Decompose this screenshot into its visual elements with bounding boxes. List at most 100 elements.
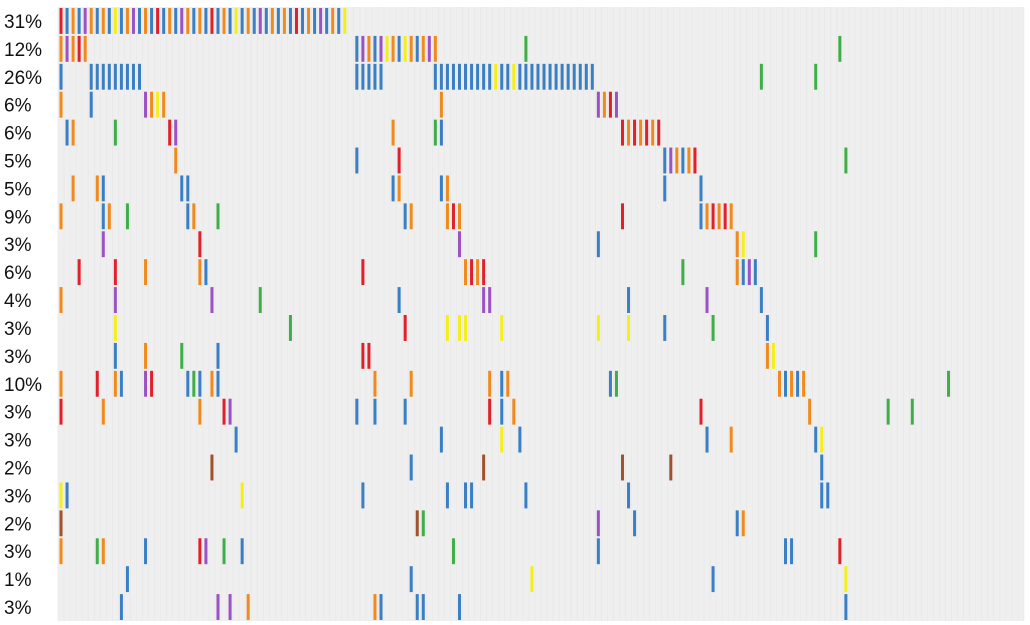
heatmap-cell [627,482,631,509]
heatmap-cell [512,63,516,90]
heatmap-cell [258,8,262,34]
heatmap-cell [602,91,606,118]
heatmap-cell [518,426,522,453]
heatmap-cell [373,63,377,90]
heatmap-row: 10% [4,370,951,397]
heatmap-row: 3% [4,538,842,565]
heatmap-cell [101,398,105,425]
heatmap-cell [512,398,516,425]
heatmap-cell [445,63,449,90]
heatmap-cell [439,175,443,202]
heatmap-cell [373,594,377,620]
heatmap-cell [288,8,292,34]
heatmap-cell [663,147,667,174]
heatmap-cell [476,259,480,286]
heatmap-cell [741,259,745,286]
heatmap-cell [361,482,365,509]
heatmap-cell [313,8,317,34]
heatmap-cell [415,35,419,62]
heatmap-cell [784,538,788,565]
heatmap-cell [216,342,220,369]
heatmap-row: 5% [4,147,848,174]
heatmap-cell [482,454,486,481]
heatmap-cell [228,398,232,425]
heatmap-cell [59,91,63,118]
heatmap-row: 9% [4,203,733,230]
heatmap-cell [464,63,468,90]
row-label: 3% [4,486,32,507]
heatmap-cell [204,538,208,565]
heatmap-cell [820,482,824,509]
heatmap-cell [421,594,425,620]
heatmap-cell [681,259,685,286]
row-label: 6% [4,263,32,284]
heatmap-cell [77,35,81,62]
heatmap-row: 5% [4,175,703,202]
heatmap-cell [95,175,99,202]
row-label: 31% [4,12,42,33]
heatmap-cell [95,538,99,565]
heatmap-row: 1% [4,566,848,593]
heatmap-cell [620,119,625,146]
row-label: 3% [4,235,32,256]
heatmap-cell [210,454,214,481]
heatmap-cell [294,8,298,34]
heatmap-cell [397,147,401,174]
heatmap-cell [204,259,208,286]
heatmap-cell [101,538,105,565]
heatmap-cell [367,35,371,62]
heatmap-cell [627,315,631,341]
heatmap-cell [71,8,75,34]
heatmap-cell [144,538,148,565]
row-label: 6% [4,124,32,145]
heatmap-cell [470,482,474,509]
heatmap-cell [699,175,703,202]
heatmap-cell [735,510,739,537]
heatmap-cell [180,175,184,202]
heatmap-cell [910,398,914,425]
heatmap-row: 3% [4,231,818,258]
heatmap-cell [240,8,244,34]
heatmap-cell [119,8,123,34]
heatmap-cell [282,8,286,34]
heatmap-cell [433,119,437,146]
heatmap-cell [83,35,87,62]
heatmap-cell [886,398,890,425]
heatmap-cell [729,426,733,453]
heatmap-cell [198,259,202,286]
heatmap-cell [65,482,69,509]
heatmap-cell [433,35,437,62]
heatmap-cell [337,8,341,34]
heatmap-cell [488,398,492,425]
heatmap-cell [403,203,407,230]
heatmap-cell [180,8,184,34]
heatmap-row: 2% [4,454,824,481]
heatmap-cell [627,287,631,313]
heatmap-cell [113,342,117,369]
heatmap-cell [687,147,691,174]
heatmap-cell [186,203,190,230]
heatmap-cell [113,259,117,286]
heatmap-cell [457,63,462,90]
heatmap-cell [246,8,250,34]
heatmap-cell [470,63,474,90]
heatmap-cell [246,594,250,620]
heatmap-cell [433,63,437,90]
heatmap-cell [403,35,407,62]
heatmap-cell [439,63,443,90]
heatmap-cell [445,203,449,230]
heatmap-cell [415,510,419,537]
heatmap-cell [168,119,172,146]
heatmap-cell [101,175,105,202]
heatmap-cell [59,370,63,397]
row-label: 4% [4,291,32,312]
heatmap-cell [439,119,443,146]
heatmap-row: 6% [4,259,757,286]
heatmap-cell [137,63,142,90]
heatmap-cell [379,594,383,620]
heatmap-cell [355,147,359,174]
heatmap-cell [500,63,504,90]
heatmap-cell [421,35,425,62]
heatmap-cell [361,259,365,286]
heatmap-row: 6% [4,91,618,118]
